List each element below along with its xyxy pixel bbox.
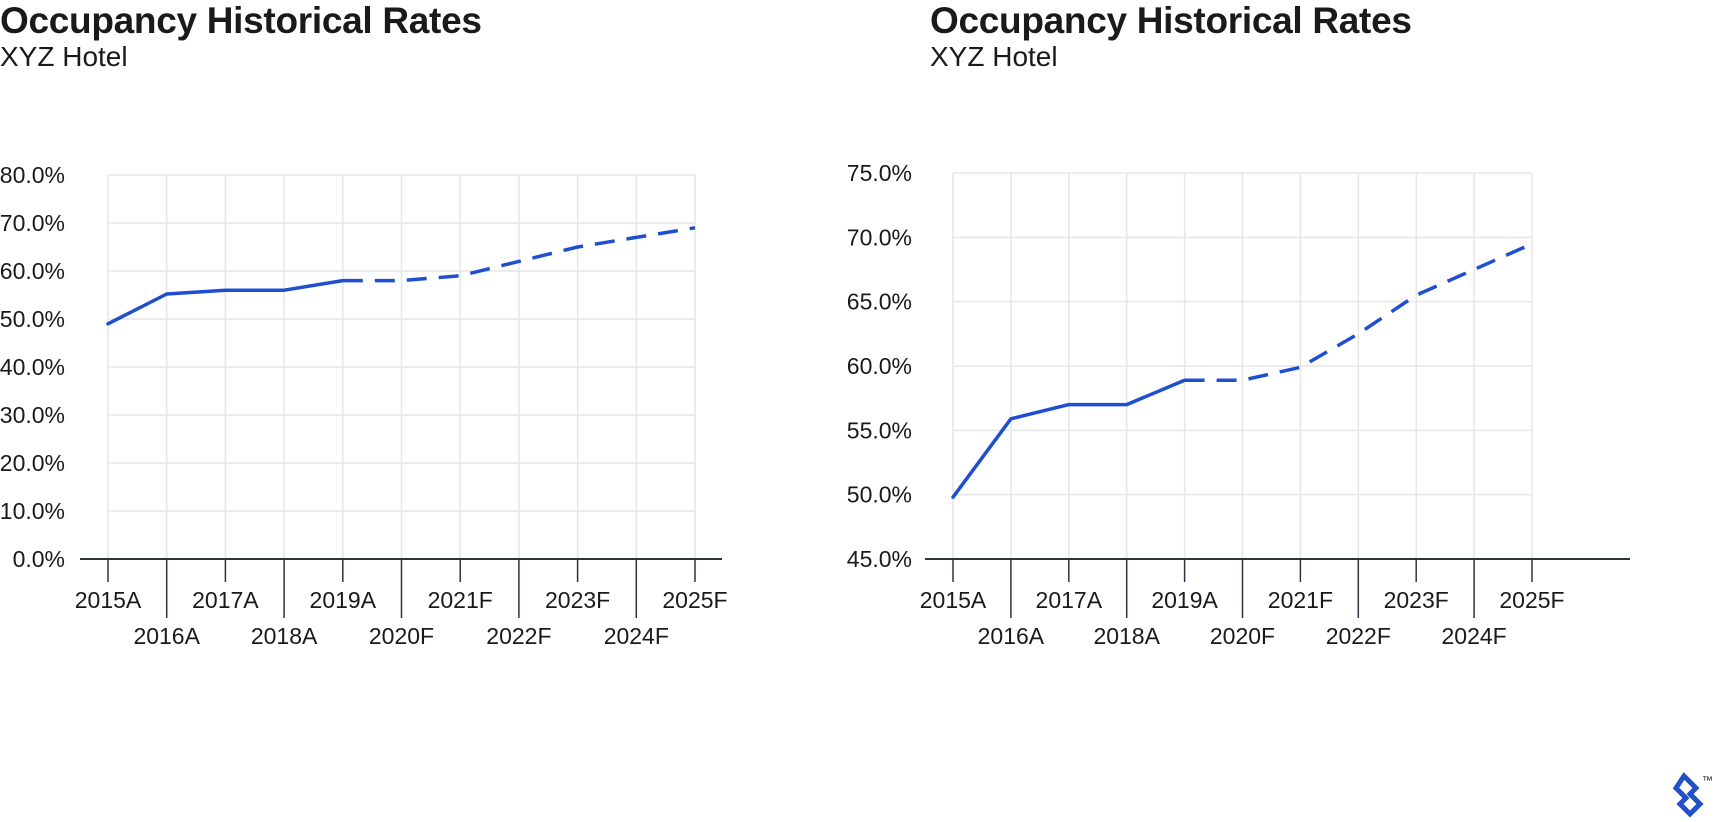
chart-subtitle: XYZ Hotel (930, 41, 1058, 72)
toptal-logo-icon: ™ (1672, 772, 1713, 818)
y-tick-label: 30.0% (0, 402, 65, 428)
y-tick-label: 40.0% (0, 354, 65, 380)
y-tick-label: 50.0% (0, 306, 65, 332)
y-tick-label: 75.0% (847, 160, 912, 186)
occupancy-line-chart-left: 0.0% 10.0% 20.0% 30.0% 40.0% 50.0% 60.0% 70.0% 8… (0, 162, 728, 649)
y-tick-label: 50.0% (847, 482, 912, 508)
y-tick-label: 20.0% (0, 450, 65, 476)
chart-panel-occupancy-left: Occupancy Historical Rates XYZ Hotel 0.0… (0, 0, 728, 649)
y-tick-label: 10.0% (0, 498, 65, 524)
x-tick-label: 2022F (1326, 623, 1391, 649)
trademark-symbol: ™ (1702, 775, 1713, 787)
x-tick-label: 2023F (545, 587, 610, 613)
x-tick-label: 2020F (1210, 623, 1275, 649)
x-tick-label: 2021F (1268, 587, 1333, 613)
x-tick-label: 2020F (369, 623, 434, 649)
chart-subtitle: XYZ Hotel (0, 41, 128, 72)
x-tick-label: 2018A (251, 623, 318, 649)
y-tick-label: 80.0% (0, 162, 65, 188)
y-tick-label: 0.0% (13, 546, 65, 572)
x-tick-label: 2019A (1151, 587, 1218, 613)
y-tick-label: 70.0% (847, 224, 912, 250)
y-tick-label: 55.0% (847, 417, 912, 443)
x-tick-label: 2019A (310, 587, 377, 613)
x-tick-label: 2023F (1384, 587, 1449, 613)
chart-title: Occupancy Historical Rates (0, 0, 482, 41)
x-tick-label: 2021F (428, 587, 493, 613)
chart-title: Occupancy Historical Rates (930, 0, 1412, 41)
x-tick-label: 2024F (604, 623, 669, 649)
series-line-actual (106, 278, 345, 326)
x-tick-label: 2017A (1036, 587, 1103, 613)
y-tick-label: 65.0% (847, 289, 912, 315)
y-tick-label: 60.0% (0, 258, 65, 284)
x-tick-label: 2024F (1441, 623, 1506, 649)
series-line-forecast (342, 226, 696, 283)
y-tick-label: 60.0% (847, 353, 912, 379)
x-tick-label: 2016A (133, 623, 200, 649)
chart-panel-occupancy-right: Occupancy Historical Rates XYZ Hotel 45.… (847, 0, 1720, 822)
x-tick-label: 2017A (192, 587, 259, 613)
x-tick-label: 2022F (486, 623, 551, 649)
y-tick-label: 70.0% (0, 210, 65, 236)
x-tick-label: 2025F (662, 587, 727, 613)
occupancy-line-chart-right: 45.0% 50.0% 55.0% 60.0% 65.0% 70.0% 75.0% 2015A… (847, 160, 1630, 649)
y-tick-label: 45.0% (847, 546, 912, 572)
series-line-actual (951, 378, 1187, 499)
x-tick-label: 2015A (920, 587, 987, 613)
x-tick-label: 2015A (75, 587, 142, 613)
x-tick-label: 2018A (1093, 623, 1160, 649)
x-tick-label: 2025F (1499, 587, 1564, 613)
x-tick-label: 2016A (978, 623, 1045, 649)
